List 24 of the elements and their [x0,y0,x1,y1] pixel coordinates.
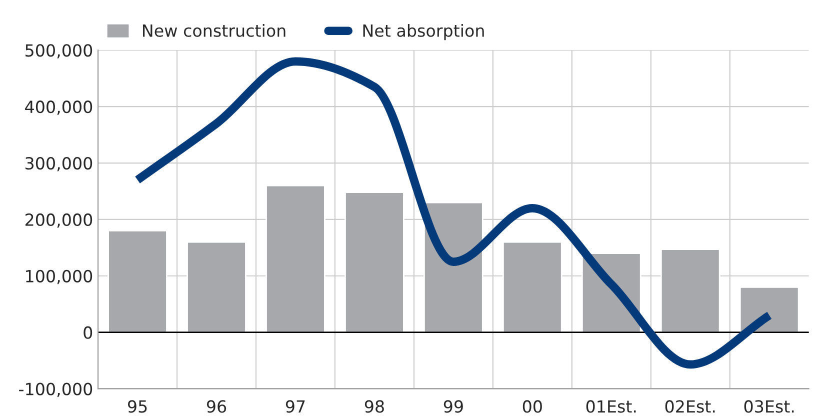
x-tick-label: 98 [364,400,384,413]
y-tick-label: 300,000 [26,156,92,172]
bar [108,230,168,334]
x-tick-label: 00 [522,400,542,413]
y-tick-label: -100,000 [19,382,92,398]
x-tick-label: 97 [286,400,305,413]
legend-label: Net absorption [363,24,484,40]
x-tick-label: 95 [128,400,147,413]
bar [266,184,326,334]
x-tick-label: 99 [444,400,463,413]
bar [660,248,720,334]
bar [186,241,246,334]
legend-label: New construction [143,24,286,37]
x-tick-label: 96 [206,400,226,413]
y-tick-label: 400,000 [25,100,92,115]
y-tick-label: 200,000 [25,213,92,228]
y-tick-label: 500,000 [26,44,92,58]
x-tick-label: 02Est. [665,400,715,413]
x-tick-label: 03Est. [744,400,794,413]
y-tick-label: 100,000 [26,270,92,284]
bar [344,192,404,334]
bar [502,241,562,334]
x-tick-label: 01Est. [586,400,636,413]
y-tick-label: 0 [84,326,92,339]
